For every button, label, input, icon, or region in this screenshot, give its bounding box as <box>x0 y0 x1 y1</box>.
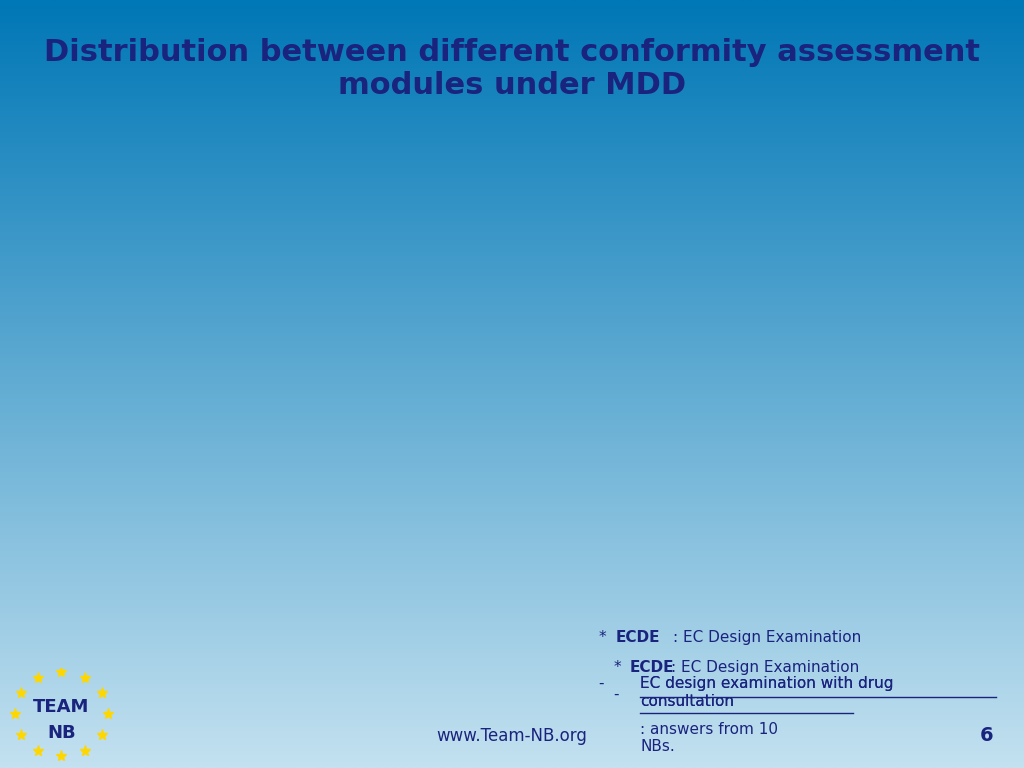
Wedge shape <box>459 178 486 399</box>
Text: Annex 3
1%: Annex 3 1% <box>101 402 183 441</box>
Text: : EC Design Examination: : EC Design Examination <box>673 630 861 645</box>
Text: EC design
examination
including
combination
product
2%: EC design examination including combinat… <box>823 205 948 327</box>
Text: Annex 6
1%: Annex 6 1% <box>101 531 183 570</box>
Wedge shape <box>265 399 486 468</box>
Text: EC design examination with drug
consultation: EC design examination with drug consulta… <box>640 677 894 709</box>
Text: : answers from 10
NBs.: : answers from 10 NBs. <box>640 722 778 754</box>
Text: -: - <box>614 687 630 703</box>
Text: *: * <box>599 630 611 645</box>
Text: *: * <box>614 660 627 676</box>
Text: TEAM: TEAM <box>33 698 90 716</box>
Text: Distribution between different conformity assessment
modules under MDD: Distribution between different conformit… <box>44 38 980 101</box>
Text: ECDE: ECDE <box>615 630 659 645</box>
Text: 6: 6 <box>980 726 993 745</box>
Text: -: - <box>599 677 614 691</box>
Text: Annex 4
4%: Annex 4 4% <box>101 465 183 503</box>
Wedge shape <box>486 177 709 617</box>
Wedge shape <box>264 179 486 413</box>
Wedge shape <box>281 399 486 506</box>
Text: Annex 2
47%: Annex 2 47% <box>551 362 665 414</box>
Text: NB: NB <box>47 723 76 742</box>
Wedge shape <box>472 177 486 399</box>
Text: ECDE: ECDE <box>630 660 674 676</box>
Text: EC design examination with drug
consultation: EC design examination with drug consulta… <box>640 677 894 709</box>
Wedge shape <box>292 399 528 621</box>
Text: : EC Design Examination: : EC Design Examination <box>671 660 859 676</box>
Wedge shape <box>275 399 486 481</box>
Text: Annex 5
24%: Annex 5 24% <box>335 296 450 347</box>
Text: www.Team-NB.org: www.Team-NB.org <box>436 727 588 745</box>
Text: Annex 2
including EC
design
examination
20%: Annex 2 including EC design examination … <box>102 194 227 295</box>
